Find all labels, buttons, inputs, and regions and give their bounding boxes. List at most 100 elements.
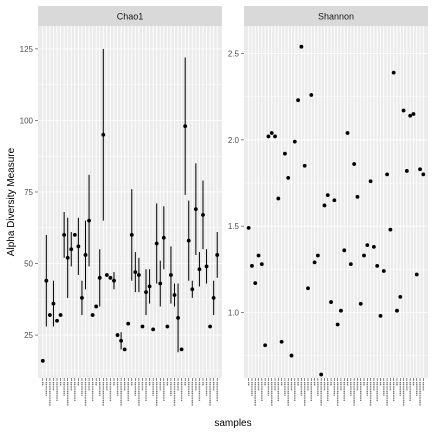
- shannon-point: [266, 134, 271, 139]
- shannon-point: [368, 179, 373, 184]
- chao1-point: [83, 253, 88, 257]
- chao1-point: [147, 284, 152, 289]
- shannon-point: [329, 300, 333, 304]
- shannon-y-axis: 1.0 1.5 2.0 2.5: [228, 50, 244, 317]
- chao1-point: [137, 273, 141, 277]
- chao1-point: [69, 247, 74, 252]
- chao1-point: [62, 233, 67, 237]
- shannon-point: [418, 167, 422, 172]
- chao1-point: [40, 358, 45, 363]
- shannon-point: [385, 172, 389, 177]
- shannon-point: [315, 253, 320, 258]
- chao1-point: [140, 324, 145, 329]
- shannon-point: [312, 260, 317, 265]
- shannon-point: [263, 343, 268, 348]
- shannon-point: [319, 372, 324, 377]
- shannon-point: [404, 169, 409, 173]
- shannon-point: [398, 295, 403, 299]
- chao1-point: [133, 270, 138, 275]
- shannon-gridlines: [244, 26, 428, 378]
- shannon-panel: Shannon 1.0 1.5 2.0 2.5: [228, 6, 428, 406]
- shannon-point: [358, 301, 363, 306]
- chao1-point: [115, 333, 120, 337]
- chao1-ytick-label: 50: [24, 260, 33, 269]
- chao1-point: [190, 287, 195, 292]
- chao1-point: [151, 327, 156, 332]
- shannon-point: [289, 353, 294, 358]
- chao1-point: [183, 124, 188, 129]
- shannon-point: [375, 263, 380, 268]
- chao1-point: [76, 244, 81, 249]
- shannon-ytick-label: 1.0: [228, 308, 240, 317]
- shannon-point: [256, 253, 261, 258]
- shannon-point: [352, 162, 357, 166]
- shannon-point: [362, 253, 366, 258]
- chao1-point: [87, 218, 91, 223]
- chao1-point: [51, 301, 56, 306]
- shannon-point: [286, 175, 291, 180]
- shannon-point: [276, 196, 281, 201]
- shannon-strip: [244, 6, 428, 26]
- chao1-point: [129, 233, 134, 237]
- chao1-point: [44, 278, 49, 283]
- shannon-point: [332, 198, 337, 203]
- shannon-point: [339, 308, 343, 313]
- chao1-point: [58, 313, 63, 317]
- shannon-point: [273, 134, 277, 139]
- shannon-point: [401, 108, 406, 113]
- chao1-point: [215, 253, 220, 257]
- shannon-point: [306, 286, 310, 291]
- shannon-point: [283, 151, 287, 156]
- chao1-strip: [38, 6, 222, 26]
- chao1-point: [144, 290, 148, 295]
- chao1-panel: Chao1 25 50 75 100 125: [20, 6, 222, 406]
- shannon-point: [378, 313, 383, 318]
- shannon-point: [348, 262, 353, 267]
- shannon-point: [335, 322, 340, 327]
- shannon-ytick-label: 1.5: [228, 222, 240, 231]
- chao1-point: [161, 235, 166, 240]
- chao1-point: [80, 295, 84, 300]
- shannon-point: [411, 112, 416, 116]
- chao1-point: [201, 212, 205, 217]
- shannon-x-axis: [247, 378, 425, 406]
- chao1-point: [169, 273, 173, 277]
- shannon-point: [322, 203, 327, 208]
- shannon-point: [342, 248, 347, 253]
- chao1-x-axis: [42, 378, 218, 406]
- chao1-point: [55, 318, 59, 323]
- shannon-ytick-label: 2.5: [228, 50, 240, 59]
- shannon-point: [365, 243, 370, 248]
- chao1-point: [48, 313, 52, 317]
- chao1-point: [104, 273, 109, 277]
- chao1-point: [65, 255, 70, 260]
- shannon-point: [408, 113, 413, 118]
- chao1-point: [154, 241, 159, 246]
- shannon-point: [269, 131, 274, 135]
- chao1-ytick-label: 100: [20, 116, 34, 125]
- chao1-data-marks: [40, 48, 220, 363]
- chao1-point: [119, 338, 123, 343]
- chao1-ytick-label: 25: [24, 331, 33, 340]
- chao1-point: [112, 278, 116, 283]
- shannon-point: [381, 269, 386, 273]
- chao1-point: [197, 267, 202, 272]
- shannon-point: [246, 225, 251, 230]
- chao1-plot-area: [38, 26, 222, 378]
- chao1-point: [172, 293, 177, 297]
- shannon-point: [325, 193, 330, 197]
- chao1-point: [101, 132, 106, 137]
- shannon-point: [259, 262, 264, 267]
- chao1-ytick-label: 75: [24, 188, 33, 197]
- chao1-point: [208, 324, 213, 329]
- y-axis-title: Alpha Diversity Measure: [6, 147, 17, 256]
- chao1-point: [193, 207, 198, 212]
- chao1-point: [97, 275, 102, 280]
- chao1-ytick-label: 125: [20, 45, 34, 54]
- chao1-point: [90, 313, 95, 317]
- chao1-point: [108, 275, 113, 280]
- shannon-point: [302, 163, 307, 168]
- chao1-point: [158, 281, 163, 286]
- shannon-point: [299, 44, 304, 49]
